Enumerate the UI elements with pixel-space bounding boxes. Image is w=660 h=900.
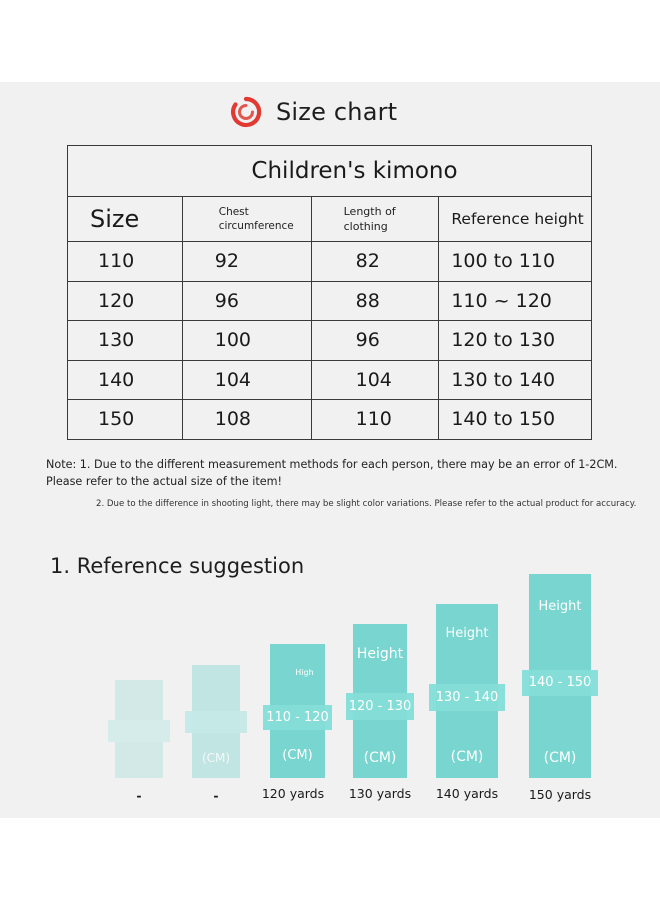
bar-range: 110 - 120 [263,705,332,730]
bar-range: 120 - 130 [346,693,414,720]
size-bar: Height 120 - 130 (CM) [346,624,414,778]
bar-label: 140 yards [435,786,499,801]
cell-length: 96 [310,320,440,361]
bar-label: 120 yards [261,786,325,801]
note-color: 2. Due to the difference in shooting lig… [96,499,637,509]
cell-height: 100 to 110 [438,241,592,282]
cell-height: 130 to 140 [438,359,592,400]
size-bar: Height 130 - 140 (CM) [429,604,505,778]
size-table: Children's kimono Size Chest circumferen… [67,145,592,440]
cell-height: 140 to 150 [438,399,592,440]
bar-range [108,720,170,742]
bar-unit: (CM) [450,749,484,765]
cell-size: 130 [67,320,183,361]
cell-height: 110 ~ 120 [438,280,592,321]
bar-range: 140 - 150 [522,670,598,696]
cell-size: 120 [67,280,183,321]
cell-length: 82 [310,241,440,282]
header-length-label: Length of clothing [343,205,396,233]
bar-unit: (CM) [282,748,313,763]
cell-height: 120 to 130 [438,320,592,361]
bar-height-text: Height [356,646,404,662]
bar-label: - [213,788,219,803]
table-title: Children's kimono [67,145,592,197]
table-row: 140 104 104 130 to 140 [67,359,592,400]
bar-label: 130 yards [348,786,412,801]
cell-size: 150 [67,399,183,440]
cell-length: 110 [310,399,440,440]
table-row: 130 100 96 120 to 130 [67,320,592,361]
size-bar: High 110 - 120 (CM) [263,644,332,778]
bar-label: - [136,788,142,803]
bar-height-text: Height [538,599,582,614]
cell-size: 140 [67,359,183,400]
table-row: 120 96 88 110 ~ 120 [67,280,592,321]
bar-unit: (CM) [201,751,231,765]
page-title: Size chart [276,98,398,126]
size-bar: Height 140 - 150 (CM) [522,574,598,778]
cell-size: 110 [67,241,183,282]
cell-length: 88 [310,280,440,321]
bar-height-text: High [295,668,314,677]
size-chart-heading: Size chart [230,94,397,130]
cell-length: 104 [310,359,440,400]
header-size: Size [67,196,183,242]
cell-chest: 92 [181,241,312,282]
bar-range [185,711,247,733]
table-row: 150 108 110 140 to 150 [67,399,592,440]
header-reference-height: Reference height [438,196,592,242]
table-header-row: Size Chest circumference Length of cloth… [67,196,592,242]
bar-unit: (CM) [543,750,577,766]
bar-unit: (CM) [363,750,397,766]
header-chest-label: Chest circumference [218,206,294,232]
red-ring-icon [231,96,262,128]
cell-chest: 104 [181,359,312,400]
size-bar [108,680,170,778]
bar-height-text: Height [445,626,489,641]
header-length: Length of clothing [310,196,440,242]
bar-range: 130 - 140 [429,684,505,711]
cell-chest: 100 [181,320,312,361]
table-row: 110 92 82 100 to 110 [67,241,592,282]
header-chest: Chest circumference [181,196,312,242]
cell-chest: 96 [181,280,312,321]
bar-label: 150 yards [528,787,592,802]
size-bar: (CM) [185,665,247,778]
cell-chest: 108 [181,399,312,440]
reference-suggestion-title: 1. Reference suggestion [50,554,305,578]
note-measurement: Note: 1. Due to the different measuremen… [46,458,618,488]
